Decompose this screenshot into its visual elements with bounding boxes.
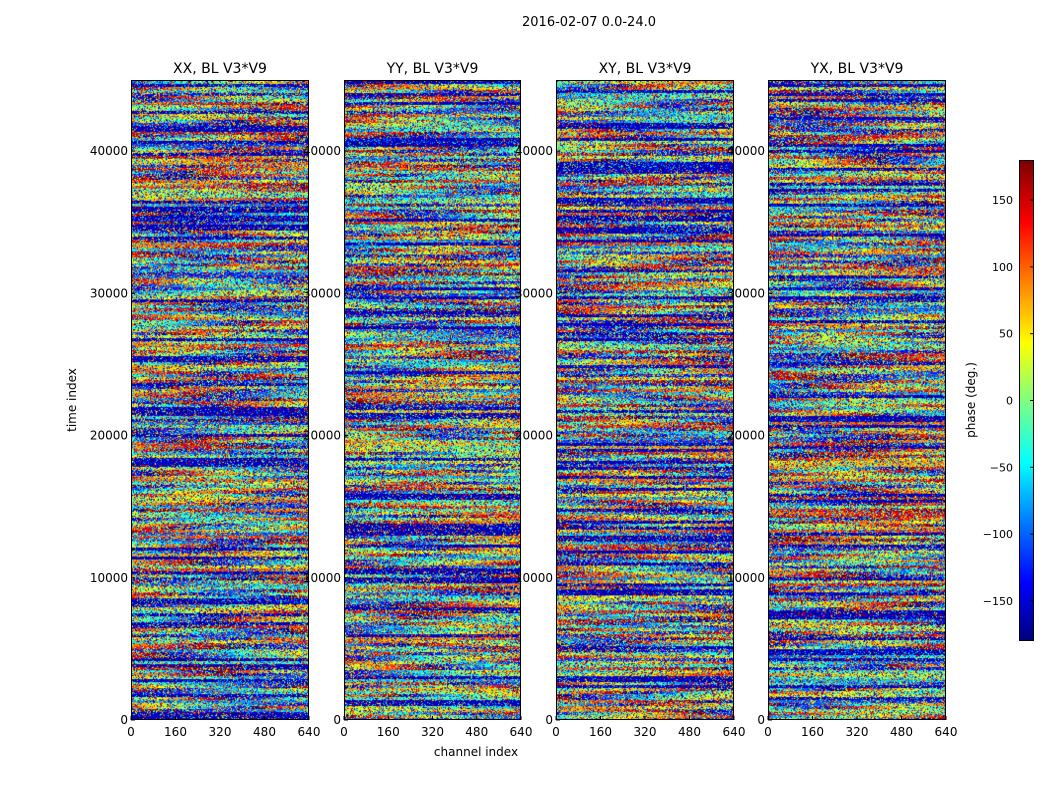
x-tick-label-yx: 0 [764, 725, 772, 739]
colorbar-tick-label: 50 [999, 328, 1013, 341]
y-tick-label-xy: 10000 [515, 571, 553, 585]
x-tick-label-yx: 160 [801, 725, 824, 739]
y-axis-label: time index [65, 368, 79, 432]
x-tick-label-yy: 320 [421, 725, 444, 739]
panel-title-xy: XY, BL V3*V9 [599, 61, 692, 77]
x-tick-label-yy: 640 [510, 725, 533, 739]
y-tick-label-yx: 0 [757, 713, 765, 727]
y-tick-label-xy: 40000 [515, 144, 553, 158]
panel-title-yy: YY, BL V3*V9 [386, 61, 479, 77]
y-tick-label-yx: 20000 [727, 429, 765, 443]
x-tick-label-xy: 160 [589, 725, 612, 739]
y-tick-label-yy: 0 [333, 713, 341, 727]
figure-title: 2016-02-07 0.0-24.0 [522, 15, 656, 30]
colorbar-tick-label: 0 [1006, 395, 1013, 408]
y-tick-label-yy: 10000 [303, 571, 341, 585]
x-axis-label: channel index [434, 745, 518, 759]
colorbar-tick-label: −150 [983, 595, 1013, 608]
y-tick-label-yy: 30000 [303, 286, 341, 300]
x-tick-label-yy: 0 [340, 725, 348, 739]
x-tick-label-yx: 320 [846, 725, 869, 739]
y-tick-label-yx: 40000 [727, 144, 765, 158]
colorbar-tick-label: −50 [990, 461, 1013, 474]
heatmap-xy [556, 80, 734, 720]
y-tick-label-xx: 30000 [90, 286, 128, 300]
y-tick-label-xy: 0 [545, 713, 553, 727]
x-tick-label-xx: 480 [253, 725, 276, 739]
x-tick-label-xx: 640 [298, 725, 321, 739]
y-tick-label-yy: 40000 [303, 144, 341, 158]
x-tick-label-xx: 160 [164, 725, 187, 739]
x-tick-label-xy: 480 [678, 725, 701, 739]
colorbar-tick-label: −100 [983, 528, 1013, 541]
y-tick-label-xx: 40000 [90, 144, 128, 158]
y-tick-label-xx: 20000 [90, 429, 128, 443]
colorbar-tick-label: 100 [992, 261, 1013, 274]
heatmap-xx [131, 80, 309, 720]
colorbar-tick-label: 150 [992, 194, 1013, 207]
x-tick-label-yx: 480 [890, 725, 913, 739]
y-tick-label-yx: 30000 [727, 286, 765, 300]
x-tick-label-xy: 640 [723, 725, 746, 739]
x-tick-label-yx: 640 [935, 725, 958, 739]
x-tick-label-xx: 320 [209, 725, 232, 739]
y-tick-label-xy: 30000 [515, 286, 553, 300]
panel-title-yx: YX, BL V3*V9 [810, 61, 904, 77]
y-tick-label-yx: 10000 [727, 571, 765, 585]
x-tick-label-xx: 0 [127, 725, 135, 739]
x-tick-label-yy: 160 [377, 725, 400, 739]
y-tick-label-xx: 10000 [90, 571, 128, 585]
y-tick-label-yy: 20000 [303, 429, 341, 443]
x-tick-label-xy: 0 [552, 725, 560, 739]
x-tick-label-yy: 480 [465, 725, 488, 739]
panel-title-xx: XX, BL V3*V9 [173, 61, 267, 77]
y-tick-label-xy: 20000 [515, 429, 553, 443]
y-tick-label-xx: 0 [120, 713, 128, 727]
colorbar-label: phase (deg.) [964, 362, 978, 438]
x-tick-label-xy: 320 [634, 725, 657, 739]
